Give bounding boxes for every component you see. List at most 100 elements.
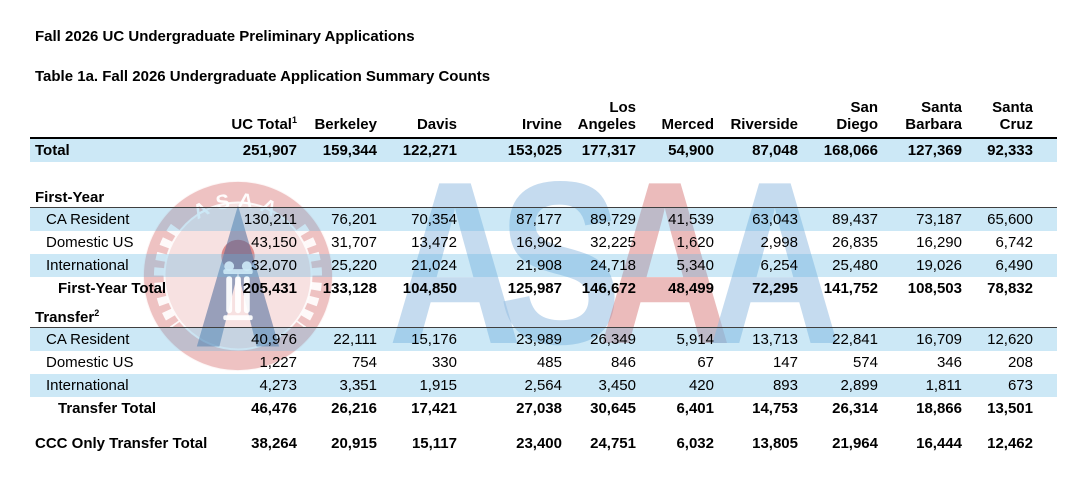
- value-cell: 76,201: [299, 207, 379, 231]
- value-cell: 130,211: [210, 207, 299, 231]
- value-cell: 16,902: [516, 234, 562, 251]
- value-cell: 46,476: [251, 400, 297, 417]
- spacer-cell: [30, 162, 1057, 180]
- value-cell: 420: [638, 374, 716, 397]
- section-label: Transfer2: [30, 300, 1057, 328]
- value-cell: 168,066: [800, 138, 880, 162]
- value-cell: 2,899: [800, 374, 880, 397]
- section-row: First-Year: [30, 180, 1057, 208]
- value-cell: 22,841: [800, 327, 880, 351]
- value-cell: 54,900: [638, 138, 716, 162]
- table-row: Domestic US 43,150 31,707 13,472 16,902 32,22…: [30, 231, 1057, 254]
- value-cell: 574: [852, 354, 878, 371]
- value-cell: 2,564: [459, 374, 564, 397]
- corner-cell: [30, 99, 210, 139]
- value-cell: 5,340: [638, 254, 716, 277]
- value-cell: 104,850: [402, 280, 457, 297]
- value-cell: 13,713: [716, 327, 800, 351]
- column-header: Berkeley: [299, 99, 379, 139]
- value-cell: 23,400: [516, 435, 562, 452]
- value-cell: 133,128: [322, 280, 377, 297]
- value-cell: 141,752: [823, 280, 878, 297]
- value-cell: 3,351: [299, 374, 379, 397]
- section-label: First-Year: [30, 180, 1057, 208]
- row-label: Transfer Total: [58, 400, 157, 417]
- value-cell: 251,907: [210, 138, 299, 162]
- column-header: Davis: [379, 99, 459, 139]
- table-row: CCC Only Transfer Total 38,264 20,915 15,11…: [30, 432, 1057, 455]
- value-cell: 19,026: [880, 254, 964, 277]
- value-cell: 5,914: [638, 327, 716, 351]
- table-row: CA Resident 130,211 76,201 70,354 87,177 89,7…: [30, 207, 1057, 231]
- spacer-cell: [30, 420, 1057, 432]
- table-row: Total 251,907 159,344 122,271 153,025 177,317…: [30, 138, 1057, 162]
- row-label: Domestic US: [46, 234, 134, 251]
- value-cell: 13,501: [987, 400, 1033, 417]
- value-cell: 2,998: [760, 234, 798, 251]
- column-header: San Diego: [800, 99, 880, 139]
- row-label: CA Resident: [30, 207, 210, 231]
- value-cell: 73,187: [880, 207, 964, 231]
- value-cell: 21,964: [832, 435, 878, 452]
- value-cell: 6,032: [676, 435, 714, 452]
- value-cell: 48,499: [668, 280, 714, 297]
- value-cell: 159,344: [299, 138, 379, 162]
- value-cell: 87,048: [716, 138, 800, 162]
- row-label: CA Resident: [30, 327, 210, 351]
- spacer-row: [30, 420, 1057, 432]
- value-cell: 346: [936, 354, 962, 371]
- value-cell: 89,729: [564, 207, 638, 231]
- value-cell: 17,421: [411, 400, 457, 417]
- value-cell: 21,024: [379, 254, 459, 277]
- value-cell: 6,490: [964, 254, 1057, 277]
- value-cell: 330: [431, 354, 457, 371]
- table-body: Total 251,907 159,344 122,271 153,025 177,317…: [30, 138, 1057, 455]
- value-cell: 1,811: [880, 374, 964, 397]
- value-cell: 6,401: [676, 400, 714, 417]
- value-cell: 25,220: [299, 254, 379, 277]
- value-cell: 63,043: [716, 207, 800, 231]
- value-cell: 205,431: [242, 280, 297, 297]
- value-cell: 21,908: [459, 254, 564, 277]
- value-cell: 1,620: [676, 234, 714, 251]
- page-title: Fall 2026 UC Undergraduate Preliminary A…: [35, 28, 415, 45]
- value-cell: 893: [716, 374, 800, 397]
- value-cell: 754: [351, 354, 377, 371]
- value-cell: 25,480: [800, 254, 880, 277]
- value-cell: 177,317: [564, 138, 638, 162]
- value-cell: 208: [1007, 354, 1033, 371]
- value-cell: 16,709: [880, 327, 964, 351]
- table-subtitle: Table 1a. Fall 2026 Undergraduate Applic…: [35, 68, 491, 85]
- value-cell: 6,742: [995, 234, 1033, 251]
- value-cell: 24,751: [590, 435, 636, 452]
- value-cell: 38,264: [251, 435, 297, 452]
- row-label: International: [30, 254, 210, 277]
- column-header: UC Total1: [210, 99, 299, 139]
- value-cell: 72,295: [752, 280, 798, 297]
- table-row: First-Year Total 205,431 133,128 104,850 125…: [30, 277, 1057, 300]
- value-cell: 16,444: [916, 435, 962, 452]
- value-cell: 14,753: [752, 400, 798, 417]
- value-cell: 26,314: [832, 400, 878, 417]
- value-cell: 87,177: [459, 207, 564, 231]
- value-cell: 122,271: [379, 138, 459, 162]
- column-header: Santa Barbara: [880, 99, 964, 139]
- column-header: Merced: [638, 99, 716, 139]
- value-cell: 41,539: [638, 207, 716, 231]
- value-cell: 146,672: [581, 280, 636, 297]
- value-cell: 125,987: [507, 280, 562, 297]
- value-cell: 12,462: [987, 435, 1033, 452]
- value-cell: 3,450: [564, 374, 638, 397]
- value-cell: 32,070: [210, 254, 299, 277]
- table-row: CA Resident 40,976 22,111 15,176 23,989 26,34…: [30, 327, 1057, 351]
- value-cell: 6,254: [716, 254, 800, 277]
- value-cell: 67: [697, 354, 714, 371]
- value-cell: 32,225: [590, 234, 636, 251]
- value-cell: 1,227: [259, 354, 297, 371]
- value-cell: 1,915: [379, 374, 459, 397]
- value-cell: 23,989: [459, 327, 564, 351]
- column-header: Santa Cruz: [964, 99, 1057, 139]
- value-cell: 13,805: [752, 435, 798, 452]
- value-cell: 40,976: [210, 327, 299, 351]
- value-cell: 4,273: [210, 374, 299, 397]
